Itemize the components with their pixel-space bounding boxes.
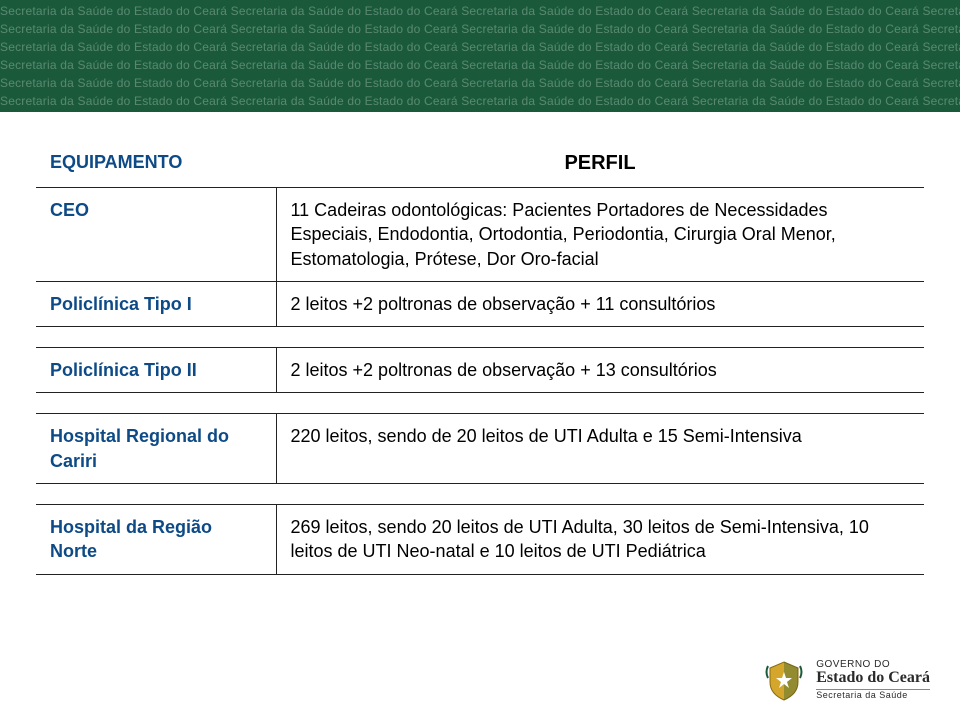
row-value: 2 leitos +2 poltronas de observação + 13… xyxy=(276,348,924,393)
table-row: Hospital Regional do Cariri 220 leitos, … xyxy=(36,414,924,484)
col-header-perfil: PERFIL xyxy=(276,140,924,188)
gov-line3: Secretaria da Saúde xyxy=(816,689,930,700)
watermark-line: Secretaria da Saúde do Estado do Ceará S… xyxy=(0,94,960,108)
row-value: 11 Cadeiras odontológicas: Pacientes Por… xyxy=(276,188,924,282)
footer-logo-block: GOVERNO DO Estado do Ceará Secretaria da… xyxy=(762,658,930,702)
profile-table: EQUIPAMENTO PERFIL CEO 11 Cadeiras odont… xyxy=(36,140,924,575)
gov-text: GOVERNO DO Estado do Ceará Secretaria da… xyxy=(816,660,930,701)
watermark-line: Secretaria da Saúde do Estado do Ceará S… xyxy=(0,58,960,72)
row-label: Policlínica Tipo I xyxy=(36,281,276,326)
watermark-line: Secretaria da Saúde do Estado do Ceará S… xyxy=(0,40,960,54)
table-row: Policlínica Tipo I 2 leitos +2 poltronas… xyxy=(36,281,924,326)
row-label: Policlínica Tipo II xyxy=(36,348,276,393)
gov-line2: Estado do Ceará xyxy=(816,670,930,687)
table-row: Hospital da Região Norte 269 leitos, sen… xyxy=(36,505,924,575)
row-label: CEO xyxy=(36,188,276,282)
table-row: CEO 11 Cadeiras odontológicas: Pacientes… xyxy=(36,188,924,282)
table-row: Policlínica Tipo II 2 leitos +2 poltrona… xyxy=(36,348,924,393)
row-label: Hospital da Região Norte xyxy=(36,505,276,575)
content-area: EQUIPAMENTO PERFIL CEO 11 Cadeiras odont… xyxy=(0,112,960,575)
watermark-line: Secretaria da Saúde do Estado do Ceará S… xyxy=(0,22,960,36)
row-value: 2 leitos +2 poltronas de observação + 11… xyxy=(276,281,924,326)
row-label: Hospital Regional do Cariri xyxy=(36,414,276,484)
col-header-equipamento: EQUIPAMENTO xyxy=(36,140,276,188)
state-crest-icon xyxy=(762,658,806,702)
row-value: 269 leitos, sendo 20 leitos de UTI Adult… xyxy=(276,505,924,575)
watermark-line: Secretaria da Saúde do Estado do Ceará S… xyxy=(0,76,960,90)
row-value: 220 leitos, sendo de 20 leitos de UTI Ad… xyxy=(276,414,924,484)
watermark-line: Secretaria da Saúde do Estado do Ceará S… xyxy=(0,4,960,18)
header-band: Secretaria da Saúde do Estado do Ceará S… xyxy=(0,0,960,112)
